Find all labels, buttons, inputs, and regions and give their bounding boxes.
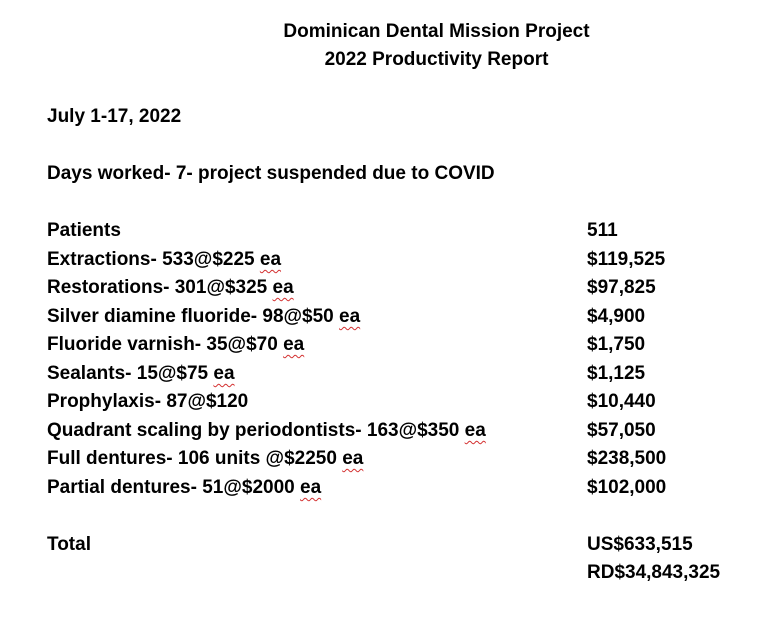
- item-label: Full dentures- 106 units @$2250 ea: [47, 448, 364, 469]
- item-value: $57,050: [587, 420, 656, 441]
- item-label: Sealants- 15@$75 ea: [47, 363, 235, 384]
- days-worked: Days worked- 7- project suspended due to…: [47, 163, 495, 184]
- total-usd: US$633,515: [587, 534, 693, 555]
- item-label: Partial dentures- 51@$2000 ea: [47, 477, 322, 498]
- date-range: July 1-17, 2022: [47, 106, 182, 127]
- item-label: Fluoride varnish- 35@$70 ea: [47, 334, 305, 355]
- spell-check-word: ea: [339, 306, 361, 327]
- total-label: Total: [47, 534, 91, 555]
- total-rd: RD$34,843,325: [587, 562, 721, 583]
- item-value: $97,825: [587, 277, 656, 298]
- spell-check-word: ea: [464, 420, 486, 441]
- item-value: $238,500: [587, 448, 667, 469]
- item-label: Restorations- 301@$325 ea: [47, 277, 294, 298]
- item-label: Patients: [47, 220, 121, 241]
- item-label: Prophylaxis- 87@$120: [47, 391, 249, 412]
- report-title: Dominican Dental Mission Project: [283, 21, 590, 42]
- item-label: Extractions- 533@$225 ea: [47, 249, 282, 270]
- spell-check-word: ea: [272, 277, 294, 298]
- spell-check-word: ea: [213, 363, 235, 384]
- spell-check-word: ea: [259, 249, 282, 270]
- item-value: 511: [587, 220, 618, 241]
- spell-check-word: ea: [300, 477, 322, 498]
- report-subtitle: 2022 Productivity Report: [324, 49, 549, 70]
- item-label: Quadrant scaling by periodontists- 163@$…: [47, 420, 486, 441]
- item-value: $1,125: [587, 363, 646, 384]
- item-value: $10,440: [587, 391, 656, 412]
- item-value: $102,000: [587, 477, 667, 498]
- item-value: $119,525: [587, 249, 666, 270]
- item-label: Silver diamine fluoride- 98@$50 ea: [47, 306, 361, 327]
- item-value: $1,750: [587, 334, 646, 355]
- spell-check-word: ea: [283, 334, 305, 355]
- item-value: $4,900: [587, 306, 646, 327]
- spell-check-word: ea: [342, 448, 364, 469]
